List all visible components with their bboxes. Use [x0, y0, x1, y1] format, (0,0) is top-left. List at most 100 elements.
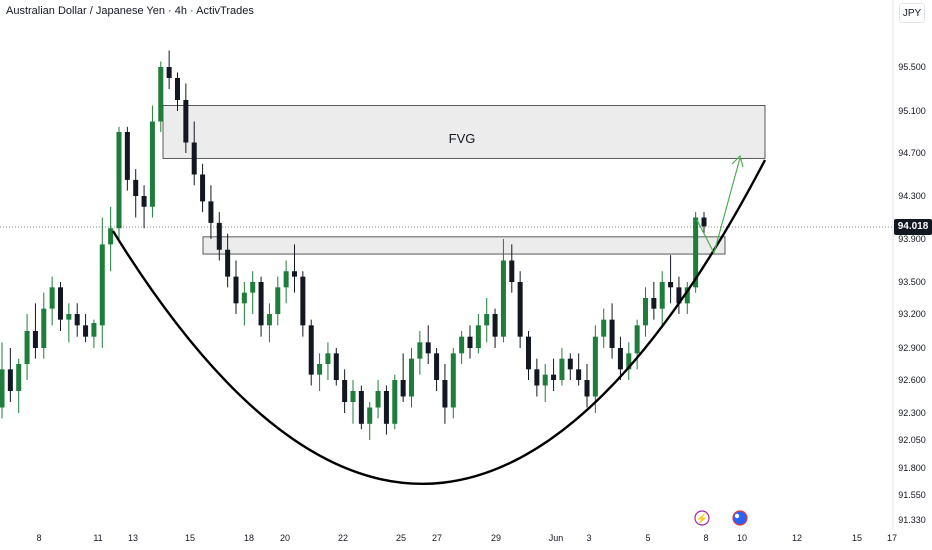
candle — [417, 331, 423, 375]
candle — [350, 380, 356, 424]
candle-body — [576, 369, 582, 380]
candle — [525, 331, 532, 380]
candle-body — [74, 314, 80, 326]
price-axis: 95.500 95.100 94.700 94.300 93.900 93.500 93.2… — [898, 62, 926, 525]
candle — [208, 185, 214, 239]
candle — [450, 348, 456, 419]
candle-body — [66, 314, 72, 320]
candle-body — [241, 292, 247, 304]
time-tick-label: 27 — [432, 533, 442, 543]
candle-body — [108, 228, 114, 245]
price-tick-label: 94.300 — [898, 191, 926, 201]
candle — [275, 276, 281, 326]
candle-body — [651, 298, 657, 309]
time-tick-label: 25 — [396, 533, 406, 543]
candle-body — [492, 314, 498, 337]
time-tick-label: 10 — [737, 533, 747, 543]
last-price-tag: 94.018 — [894, 219, 932, 235]
candle — [149, 105, 155, 218]
candle-body — [626, 353, 632, 370]
candle — [291, 244, 298, 293]
candle-body — [258, 282, 264, 326]
candle — [258, 276, 264, 337]
price-tick-label: 92.600 — [898, 375, 926, 385]
zones — [162, 105, 766, 255]
candle — [559, 348, 565, 386]
price-tick-label: 92.900 — [898, 343, 926, 353]
candle — [651, 282, 657, 320]
candle-body — [534, 369, 540, 386]
candle — [584, 364, 590, 408]
candle — [191, 121, 197, 186]
cup-curve — [111, 159, 767, 486]
candle — [266, 303, 272, 343]
candle-body — [584, 380, 590, 397]
candle — [626, 342, 632, 380]
candle-body — [668, 282, 674, 288]
candle — [7, 348, 13, 402]
candle-body — [49, 287, 55, 309]
time-tick-label: 15 — [852, 533, 862, 543]
candle-body — [333, 353, 339, 380]
candle-body — [300, 276, 306, 326]
candle-body — [551, 374, 557, 380]
time-tick-label: 20 — [280, 533, 290, 543]
candle-body — [592, 336, 598, 397]
candle — [617, 336, 623, 380]
candle-body — [308, 325, 314, 375]
event-purple[interactable]: ⚡ — [694, 510, 710, 526]
candle — [49, 276, 55, 326]
candle — [392, 374, 398, 430]
candle-body — [350, 391, 356, 402]
time-tick-label: 5 — [645, 533, 650, 543]
candle — [375, 380, 381, 419]
time-tick-label: 3 — [586, 533, 591, 543]
price-tick-label: 91.550 — [898, 490, 926, 500]
candles — [0, 50, 707, 440]
candle — [400, 353, 406, 402]
candle-body — [659, 282, 665, 309]
candle — [668, 255, 674, 304]
currency-button[interactable]: JPY — [899, 3, 925, 23]
candle — [475, 314, 481, 354]
candle — [500, 239, 506, 343]
time-tick-label: 22 — [338, 533, 348, 543]
candle-body — [367, 407, 373, 424]
candle-body — [24, 331, 30, 364]
price-tick-label: 95.100 — [898, 106, 926, 116]
candle — [124, 126, 130, 191]
candle — [642, 287, 649, 337]
candle — [576, 353, 582, 386]
candle — [133, 169, 139, 218]
time-tick-label: 12 — [792, 533, 802, 543]
candle-body — [83, 325, 89, 337]
candle-body — [500, 260, 506, 337]
candle-body — [701, 217, 707, 227]
candle — [383, 385, 389, 435]
candle-body — [208, 201, 214, 223]
candle — [467, 325, 473, 359]
candle-body — [559, 358, 565, 380]
candle-body — [191, 142, 197, 175]
price-tick-label: 91.800 — [898, 463, 926, 473]
candle-body — [617, 348, 623, 370]
candle — [99, 217, 105, 348]
candle-body — [32, 331, 38, 348]
arrowhead-icon — [731, 154, 744, 168]
candle-body — [91, 323, 97, 337]
candle — [609, 303, 615, 359]
candle — [0, 342, 5, 419]
candle-body — [16, 364, 22, 391]
candle-body — [509, 260, 515, 282]
candle-body — [459, 336, 465, 354]
candle — [434, 348, 440, 391]
chart-title: Australian Dollar / Japanese Yen · 4h · … — [6, 5, 254, 17]
candle-body — [266, 314, 272, 326]
event-australia[interactable] — [732, 510, 748, 526]
candle-body — [525, 336, 532, 370]
candle-body — [41, 308, 47, 348]
candle — [174, 72, 181, 111]
candle — [367, 402, 373, 440]
candle-body — [342, 380, 348, 402]
